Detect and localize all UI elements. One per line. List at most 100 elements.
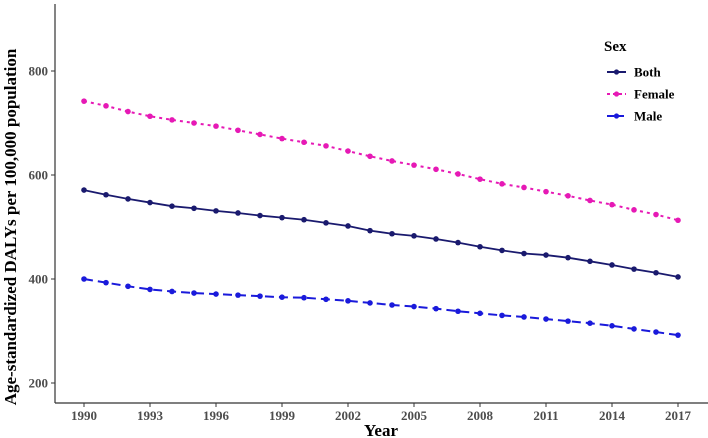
data-point <box>301 216 307 223</box>
data-point <box>477 310 483 317</box>
data-point <box>345 298 351 304</box>
data-point <box>675 274 681 280</box>
data-point <box>631 266 637 272</box>
data-point <box>543 316 549 322</box>
data-point <box>521 184 527 191</box>
x-tick-label: 1990 <box>71 408 97 423</box>
data-point <box>433 166 439 173</box>
data-point <box>565 318 571 324</box>
data-point <box>147 199 153 206</box>
y-tick-label: 800 <box>29 64 49 79</box>
data-point <box>411 162 417 168</box>
data-point <box>389 158 395 164</box>
data-point <box>345 223 351 229</box>
data-point <box>323 143 329 149</box>
data-point <box>367 300 373 306</box>
data-point <box>565 254 571 261</box>
data-point <box>653 211 659 218</box>
data-point <box>609 262 615 268</box>
data-point <box>235 292 241 298</box>
series-line <box>83 100 679 222</box>
data-point <box>477 243 483 250</box>
legend-marker <box>613 113 620 119</box>
series-both <box>81 187 681 280</box>
data-point <box>169 117 175 123</box>
x-tick-label: 1993 <box>137 408 164 423</box>
x-axis-title: Year <box>364 421 398 438</box>
series-line <box>83 189 679 278</box>
data-point <box>301 294 307 301</box>
data-point <box>279 294 285 301</box>
data-point <box>587 197 593 204</box>
data-point <box>631 326 637 332</box>
x-tick-label: 1999 <box>269 408 296 423</box>
data-point <box>81 98 87 104</box>
legend-label-both: Both <box>634 65 662 80</box>
data-point <box>455 171 461 177</box>
data-point <box>81 187 87 193</box>
data-point <box>499 312 505 319</box>
legend-label-female: Female <box>634 87 675 102</box>
plot-area <box>81 98 681 338</box>
data-point <box>499 181 505 187</box>
y-axis-title: Age-standardized DALYs per 100,000 popul… <box>1 48 20 405</box>
data-point <box>279 214 285 221</box>
x-tick-label: 2008 <box>467 408 494 423</box>
data-point <box>125 283 131 290</box>
data-point <box>543 188 549 195</box>
data-point <box>191 120 197 126</box>
data-point <box>367 227 373 234</box>
data-point <box>653 329 659 335</box>
data-point <box>147 113 153 120</box>
data-point <box>389 230 395 237</box>
data-point <box>675 217 681 224</box>
data-point <box>455 239 461 246</box>
y-tick-label: 200 <box>29 376 49 391</box>
data-point <box>235 127 241 134</box>
data-point <box>323 296 329 303</box>
series-female <box>81 98 681 224</box>
x-tick-label: 2014 <box>599 408 626 423</box>
data-point <box>477 176 483 182</box>
data-point <box>235 210 241 216</box>
data-point <box>587 320 593 327</box>
data-point <box>191 205 197 212</box>
data-point <box>103 103 109 109</box>
data-point <box>389 302 395 308</box>
data-point <box>323 220 329 226</box>
data-point <box>367 153 373 160</box>
data-point <box>213 123 219 129</box>
data-point <box>169 203 175 209</box>
data-point <box>125 108 131 115</box>
data-point <box>565 193 571 199</box>
legend: Sex Both Female Male <box>604 39 675 124</box>
data-point <box>521 314 527 320</box>
data-point <box>147 286 153 293</box>
data-point <box>411 303 417 310</box>
data-point <box>81 276 87 282</box>
data-point <box>213 291 219 297</box>
x-tick-label: 2011 <box>533 408 558 423</box>
data-point <box>169 288 175 295</box>
x-tick-label: 2017 <box>665 408 692 423</box>
data-point <box>653 269 659 276</box>
data-point <box>609 201 615 208</box>
x-tick-label: 2002 <box>335 408 361 423</box>
data-point <box>609 323 615 329</box>
y-tick-label: 400 <box>29 272 49 287</box>
legend-label-male: Male <box>634 109 662 124</box>
data-point <box>675 332 681 338</box>
data-point <box>345 148 351 154</box>
data-point <box>103 191 109 198</box>
axes: 200 400 600 800 1990 1993 1996 1999 2002 2005 2008… <box>29 4 708 423</box>
data-point <box>433 305 439 312</box>
data-point <box>455 308 461 315</box>
data-point <box>257 212 263 219</box>
data-point <box>279 135 285 142</box>
data-point <box>631 207 637 213</box>
data-point <box>411 233 417 239</box>
data-point <box>543 252 549 258</box>
data-point <box>587 258 593 265</box>
legend-marker <box>613 69 620 75</box>
